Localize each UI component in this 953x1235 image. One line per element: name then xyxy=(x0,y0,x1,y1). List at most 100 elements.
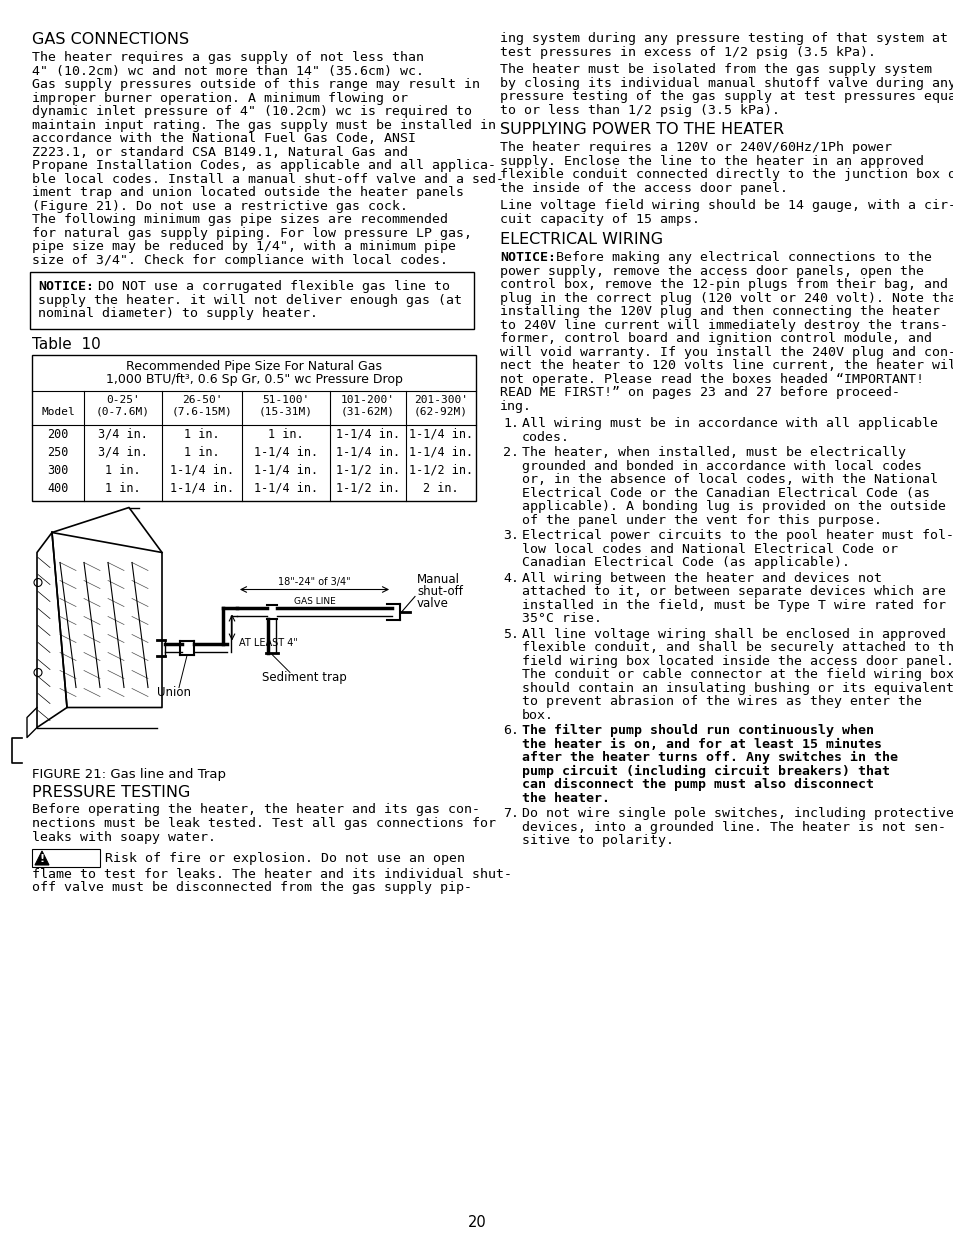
Text: control box, remove the 12-pin plugs from their bag, and: control box, remove the 12-pin plugs fro… xyxy=(499,278,947,291)
Text: 6.: 6. xyxy=(502,724,518,737)
Text: former, control board and ignition control module, and: former, control board and ignition contr… xyxy=(499,332,931,345)
Text: low local codes and National Electrical Code or: low local codes and National Electrical … xyxy=(521,542,897,556)
Text: AT LEAST 4": AT LEAST 4" xyxy=(239,637,297,647)
Text: 1,000 BTU/ft³, 0.6 Sp Gr, 0.5" wc Pressure Drop: 1,000 BTU/ft³, 0.6 Sp Gr, 0.5" wc Pressu… xyxy=(106,373,402,385)
Text: 0-25': 0-25' xyxy=(106,394,140,405)
Text: Propane Installation Codes, as applicable and all applica-: Propane Installation Codes, as applicabl… xyxy=(32,159,496,172)
Text: SUPPLYING POWER TO THE HEATER: SUPPLYING POWER TO THE HEATER xyxy=(499,122,783,137)
Text: Z223.1, or standard CSA B149.1, Natural Gas and: Z223.1, or standard CSA B149.1, Natural … xyxy=(32,146,408,158)
Text: Canadian Electrical Code (as applicable).: Canadian Electrical Code (as applicable)… xyxy=(521,556,849,569)
Text: 18"-24" of 3/4": 18"-24" of 3/4" xyxy=(278,577,351,587)
Text: 1 in.: 1 in. xyxy=(105,463,141,477)
Text: for natural gas supply piping. For low pressure LP gas,: for natural gas supply piping. For low p… xyxy=(32,226,472,240)
Text: dynamic inlet pressure of 4" (10.2cm) wc is required to: dynamic inlet pressure of 4" (10.2cm) wc… xyxy=(32,105,472,119)
Text: to 240V line current will immediately destroy the trans-: to 240V line current will immediately de… xyxy=(499,319,947,331)
Text: 51-100': 51-100' xyxy=(262,394,310,405)
Text: pressure testing of the gas supply at test pressures equal: pressure testing of the gas supply at te… xyxy=(499,90,953,103)
Bar xyxy=(32,354,476,500)
Text: flexible conduit connected directly to the junction box on: flexible conduit connected directly to t… xyxy=(499,168,953,182)
Text: flame to test for leaks. The heater and its individual shut-: flame to test for leaks. The heater and … xyxy=(32,868,512,881)
Text: will void warranty. If you install the 240V plug and con-: will void warranty. If you install the 2… xyxy=(499,346,953,358)
Text: The heater must be isolated from the gas supply system: The heater must be isolated from the gas… xyxy=(499,63,931,77)
Text: The heater requires a gas supply of not less than: The heater requires a gas supply of not … xyxy=(32,51,423,64)
Text: cuit capacity of 15 amps.: cuit capacity of 15 amps. xyxy=(499,212,700,226)
Text: leaks with soapy water.: leaks with soapy water. xyxy=(32,830,215,844)
Text: ing system during any pressure testing of that system at: ing system during any pressure testing o… xyxy=(499,32,947,44)
Text: The filter pump should run continuously when: The filter pump should run continuously … xyxy=(521,724,873,737)
Text: 35°C rise.: 35°C rise. xyxy=(521,613,601,625)
Text: Electrical power circuits to the pool heater must fol-: Electrical power circuits to the pool he… xyxy=(521,529,953,542)
Text: 300: 300 xyxy=(48,463,69,477)
Text: (62-92M): (62-92M) xyxy=(414,406,468,416)
Polygon shape xyxy=(35,851,49,864)
Text: 1-1/4 in.: 1-1/4 in. xyxy=(335,446,399,458)
Text: box.: box. xyxy=(521,709,554,721)
Text: GAS LINE: GAS LINE xyxy=(294,597,335,605)
Text: ble local codes. Install a manual shut-off valve and a sed-: ble local codes. Install a manual shut-o… xyxy=(32,173,503,185)
Text: 1.: 1. xyxy=(502,417,518,430)
Text: (15-31M): (15-31M) xyxy=(258,406,313,416)
Text: 2.: 2. xyxy=(502,446,518,459)
Text: 1-1/4 in.: 1-1/4 in. xyxy=(170,482,233,494)
Bar xyxy=(30,272,474,329)
Text: Risk of fire or explosion. Do not use an open: Risk of fire or explosion. Do not use an… xyxy=(105,852,464,864)
Text: or, in the absence of local codes, with the National: or, in the absence of local codes, with … xyxy=(521,473,937,487)
Text: The heater requires a 120V or 240V/60Hz/1Ph power: The heater requires a 120V or 240V/60Hz/… xyxy=(499,141,891,154)
Text: 1-1/4 in.: 1-1/4 in. xyxy=(253,446,317,458)
Text: 20: 20 xyxy=(467,1215,486,1230)
Text: 2 in.: 2 in. xyxy=(423,482,458,494)
Circle shape xyxy=(34,578,42,587)
Text: 1-1/4 in.: 1-1/4 in. xyxy=(409,446,473,458)
Text: NOTICE:: NOTICE: xyxy=(38,280,94,293)
Text: PRESSURE TESTING: PRESSURE TESTING xyxy=(32,784,191,799)
Text: supply the heater. it will not deliver enough gas (at: supply the heater. it will not deliver e… xyxy=(38,294,461,306)
Text: attached to it, or between separate devices which are: attached to it, or between separate devi… xyxy=(521,585,945,598)
Text: iment trap and union located outside the heater panels: iment trap and union located outside the… xyxy=(32,186,463,199)
Text: The conduit or cable connector at the field wiring box: The conduit or cable connector at the fi… xyxy=(521,668,953,680)
Text: should contain an insulating bushing or its equivalent: should contain an insulating bushing or … xyxy=(521,682,953,694)
Text: All line voltage wiring shall be enclosed in approved: All line voltage wiring shall be enclose… xyxy=(521,627,945,641)
Text: Gas supply pressures outside of this range may result in: Gas supply pressures outside of this ran… xyxy=(32,78,479,91)
Text: Table  10: Table 10 xyxy=(32,336,101,352)
Text: nections must be leak tested. Test all gas connections for: nections must be leak tested. Test all g… xyxy=(32,818,496,830)
Bar xyxy=(32,848,100,867)
Text: devices, into a grounded line. The heater is not sen-: devices, into a grounded line. The heate… xyxy=(521,820,945,834)
Text: nominal diameter) to supply heater.: nominal diameter) to supply heater. xyxy=(38,308,317,320)
Text: Electrical Code or the Canadian Electrical Code (as: Electrical Code or the Canadian Electric… xyxy=(521,487,929,499)
Text: The following minimum gas pipe sizes are recommended: The following minimum gas pipe sizes are… xyxy=(32,212,448,226)
Text: test pressures in excess of 1/2 psig (3.5 kPa).: test pressures in excess of 1/2 psig (3.… xyxy=(499,46,875,58)
Text: 400: 400 xyxy=(48,482,69,494)
Text: GAS CONNECTIONS: GAS CONNECTIONS xyxy=(32,32,189,47)
Text: Manual: Manual xyxy=(416,573,459,585)
Text: FIGURE 21: Gas line and Trap: FIGURE 21: Gas line and Trap xyxy=(32,767,226,781)
Text: 3.: 3. xyxy=(502,529,518,542)
Text: Union: Union xyxy=(157,685,191,699)
Text: shut-off: shut-off xyxy=(416,584,462,598)
Text: maintain input rating. The gas supply must be installed in: maintain input rating. The gas supply mu… xyxy=(32,119,496,131)
Text: the heater is on, and for at least 15 minutes: the heater is on, and for at least 15 mi… xyxy=(521,737,882,751)
Text: valve: valve xyxy=(416,597,449,610)
Text: 1-1/4 in.: 1-1/4 in. xyxy=(253,463,317,477)
Text: plug in the correct plug (120 volt or 240 volt). Note that: plug in the correct plug (120 volt or 24… xyxy=(499,291,953,305)
Text: codes.: codes. xyxy=(521,431,569,443)
Text: 250: 250 xyxy=(48,446,69,458)
Text: 1-1/4 in.: 1-1/4 in. xyxy=(409,427,473,441)
Text: off valve must be disconnected from the gas supply pip-: off valve must be disconnected from the … xyxy=(32,882,472,894)
Text: 3/4 in.: 3/4 in. xyxy=(98,427,148,441)
Text: (7.6-15M): (7.6-15M) xyxy=(172,406,233,416)
Text: sitive to polarity.: sitive to polarity. xyxy=(521,834,673,847)
Text: READ ME FIRST!” on pages 23 and 27 before proceed-: READ ME FIRST!” on pages 23 and 27 befor… xyxy=(499,387,899,399)
Text: grounded and bonded in accordance with local codes: grounded and bonded in accordance with l… xyxy=(521,459,921,473)
Text: to prevent abrasion of the wires as they enter the: to prevent abrasion of the wires as they… xyxy=(521,695,921,708)
Text: size of 3/4". Check for compliance with local codes.: size of 3/4". Check for compliance with … xyxy=(32,253,448,267)
Text: installed in the field, must be Type T wire rated for: installed in the field, must be Type T w… xyxy=(521,599,945,611)
Text: after the heater turns off. Any switches in the: after the heater turns off. Any switches… xyxy=(521,751,897,764)
Text: power supply, remove the access door panels, open the: power supply, remove the access door pan… xyxy=(499,264,923,278)
Text: (0-7.6M): (0-7.6M) xyxy=(96,406,150,416)
Text: 1 in.: 1 in. xyxy=(268,427,303,441)
Text: ing.: ing. xyxy=(499,399,532,412)
Text: the inside of the access door panel.: the inside of the access door panel. xyxy=(499,182,787,194)
Text: 26-50': 26-50' xyxy=(182,394,222,405)
Text: 5.: 5. xyxy=(502,627,518,641)
Text: 1 in.: 1 in. xyxy=(105,482,141,494)
